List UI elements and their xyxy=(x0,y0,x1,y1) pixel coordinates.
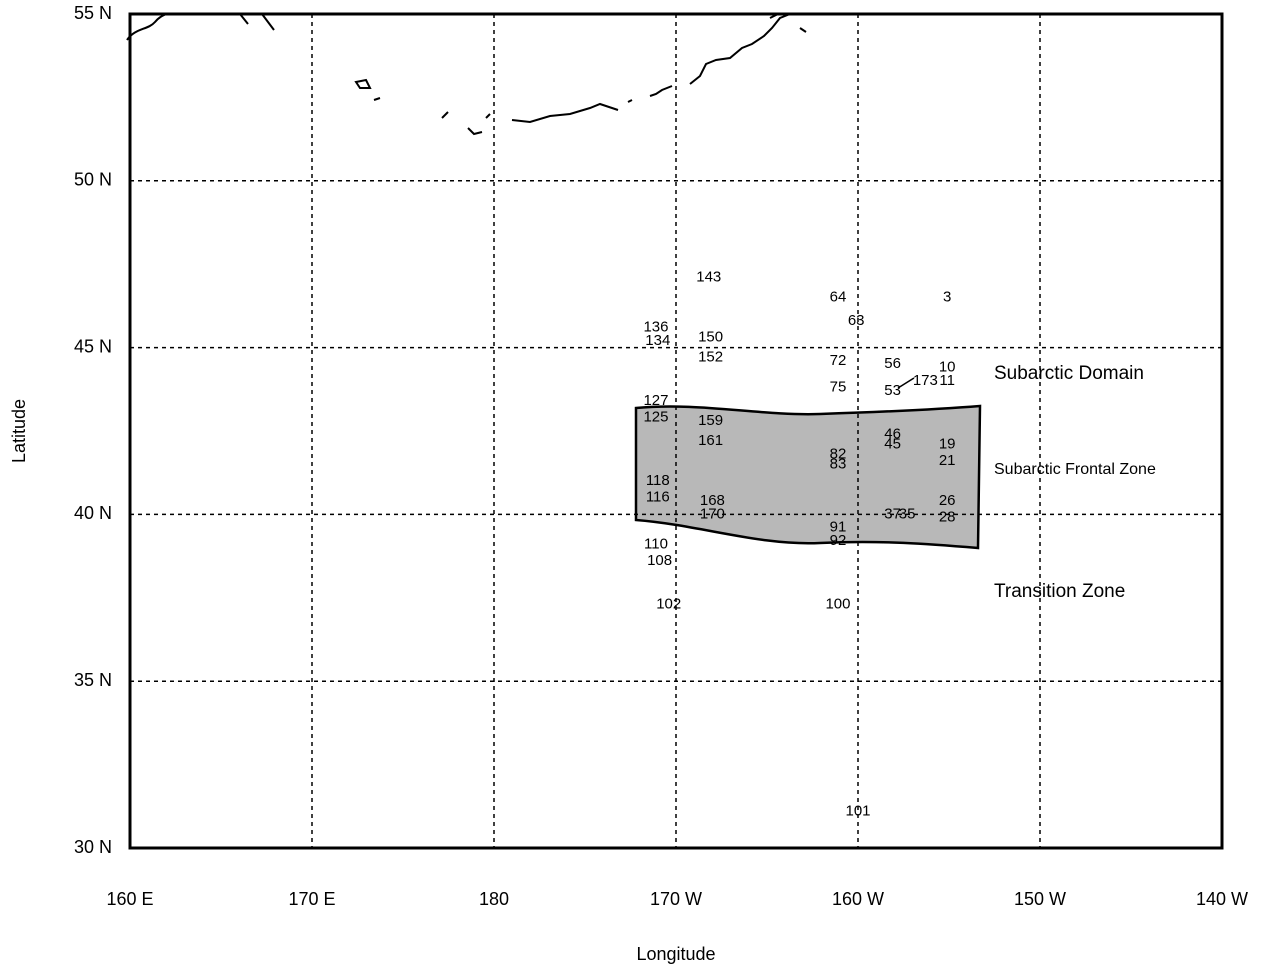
station-label: 3 xyxy=(943,289,951,306)
station-label: 110 xyxy=(644,535,668,552)
station-label: 170 xyxy=(700,505,725,522)
annotation: Transition Zone xyxy=(994,581,1125,602)
station-label: 152 xyxy=(698,349,723,366)
station-label: 28 xyxy=(939,509,956,526)
station-label: 118 xyxy=(646,472,670,489)
station-label: 37 xyxy=(884,505,901,522)
station-label: 168 xyxy=(700,492,725,509)
y-tick-label: 30 N xyxy=(74,837,112,857)
x-tick-label: 140 W xyxy=(1196,889,1248,909)
station-label: 150 xyxy=(698,329,723,346)
station-label: 108 xyxy=(647,552,672,569)
annotation: Subarctic Domain xyxy=(994,363,1144,384)
station-label: 45 xyxy=(884,435,901,452)
y-tick-label: 50 N xyxy=(74,170,112,190)
station-label: 35 xyxy=(899,505,916,522)
frontal-zone xyxy=(634,404,982,550)
coastline xyxy=(126,13,807,136)
x-axis-title: Longitude xyxy=(636,944,715,964)
station-label: 82 xyxy=(830,445,847,462)
x-tick-label: 150 W xyxy=(1014,889,1066,909)
station-label: 143 xyxy=(696,269,721,286)
station-label: 92 xyxy=(830,532,847,549)
station-label: 83 xyxy=(830,455,847,472)
station-label: 127 xyxy=(643,392,668,409)
station-label: 102 xyxy=(656,595,681,612)
station-label: 91 xyxy=(830,519,847,536)
station-label: 116 xyxy=(646,489,670,506)
station-label: 64 xyxy=(830,289,847,306)
station-label: 21 xyxy=(939,452,956,469)
x-tick-label: 180 xyxy=(479,889,509,909)
station-label: 53 xyxy=(884,382,901,399)
y-tick-label: 40 N xyxy=(74,503,112,523)
y-tick-label: 55 N xyxy=(74,3,112,23)
station-label: 10 xyxy=(939,359,956,376)
x-tick-label: 160 E xyxy=(106,889,153,909)
annotation: Subarctic Frontal Zone xyxy=(994,461,1156,478)
station-label: 72 xyxy=(830,352,847,369)
station-label: 173 xyxy=(913,372,938,389)
station-label: 100 xyxy=(825,595,850,612)
station-label: 75 xyxy=(830,379,847,396)
station-label: 134 xyxy=(645,332,670,349)
station-label: 161 xyxy=(698,432,723,449)
station-label: 159 xyxy=(698,412,723,429)
x-tick-label: 170 E xyxy=(288,889,335,909)
y-tick-label: 45 N xyxy=(74,336,112,356)
x-tick-label: 160 W xyxy=(832,889,884,909)
station-label: 26 xyxy=(939,492,956,509)
station-label: 101 xyxy=(845,802,870,819)
plot-frame xyxy=(128,12,1224,850)
y-axis-title: Latitude xyxy=(9,399,29,463)
station-label: 63 xyxy=(848,312,865,329)
leader-line xyxy=(897,377,915,389)
station-label: 125 xyxy=(643,409,668,426)
station-label: 136 xyxy=(643,319,668,336)
station-label: 46 xyxy=(884,425,901,442)
station-label: 56 xyxy=(884,355,901,372)
station-label: 19 xyxy=(939,435,956,452)
x-tick-label: 170 W xyxy=(650,889,702,909)
y-tick-label: 35 N xyxy=(74,670,112,690)
station-label: 11 xyxy=(939,372,955,389)
